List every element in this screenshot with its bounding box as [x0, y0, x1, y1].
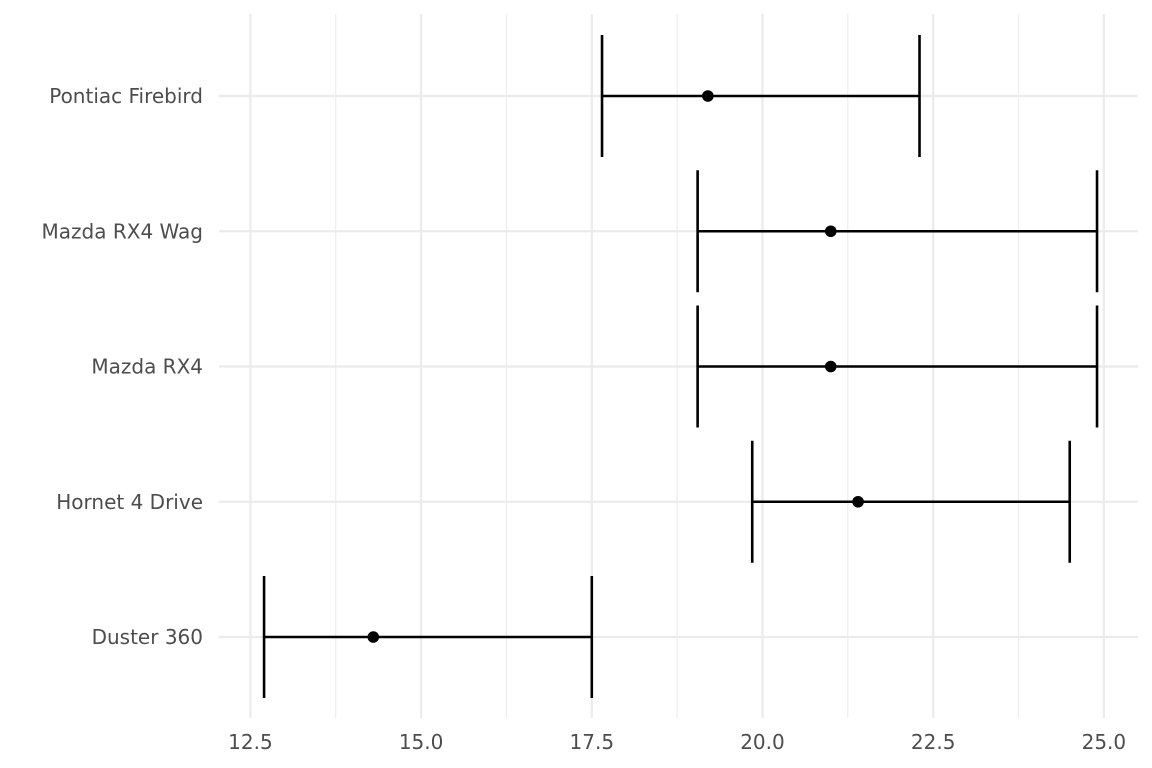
estimate-point [367, 631, 380, 643]
y-tick-label: Duster 360 [92, 625, 203, 649]
x-axis-tick-labels: 12.5 15.0 17.5 20.0 22.5 25.0 [228, 730, 1126, 754]
estimate-point [824, 360, 837, 373]
x-tick-label: 12.5 [228, 730, 273, 754]
x-tick-label: 15.0 [399, 730, 444, 754]
x-tick-label: 25.0 [1082, 730, 1127, 754]
y-tick-label: Mazda RX4 [91, 355, 203, 379]
x-tick-label: 17.5 [570, 730, 615, 754]
y-tick-label: Pontiac Firebird [49, 84, 203, 108]
errorbar-group [262, 576, 594, 698]
estimate-point [852, 495, 864, 508]
estimate-point [702, 90, 714, 102]
y-tick-label: Hornet 4 Drive [56, 490, 203, 514]
data-layer [262, 35, 1099, 698]
errorbar-group [696, 305, 1099, 428]
errorbar-group [750, 440, 1072, 563]
estimate-point [824, 225, 837, 238]
y-axis-tick-labels: Duster 360 Hornet 4 Drive Mazda RX4 Mazda R… [42, 84, 203, 649]
errorbar-group [696, 170, 1099, 293]
y-tick-label: Mazda RX4 Wag [42, 219, 203, 243]
errorbar-group [600, 35, 921, 157]
x-tick-label: 20.0 [740, 730, 785, 754]
x-tick-label: 22.5 [911, 730, 956, 754]
